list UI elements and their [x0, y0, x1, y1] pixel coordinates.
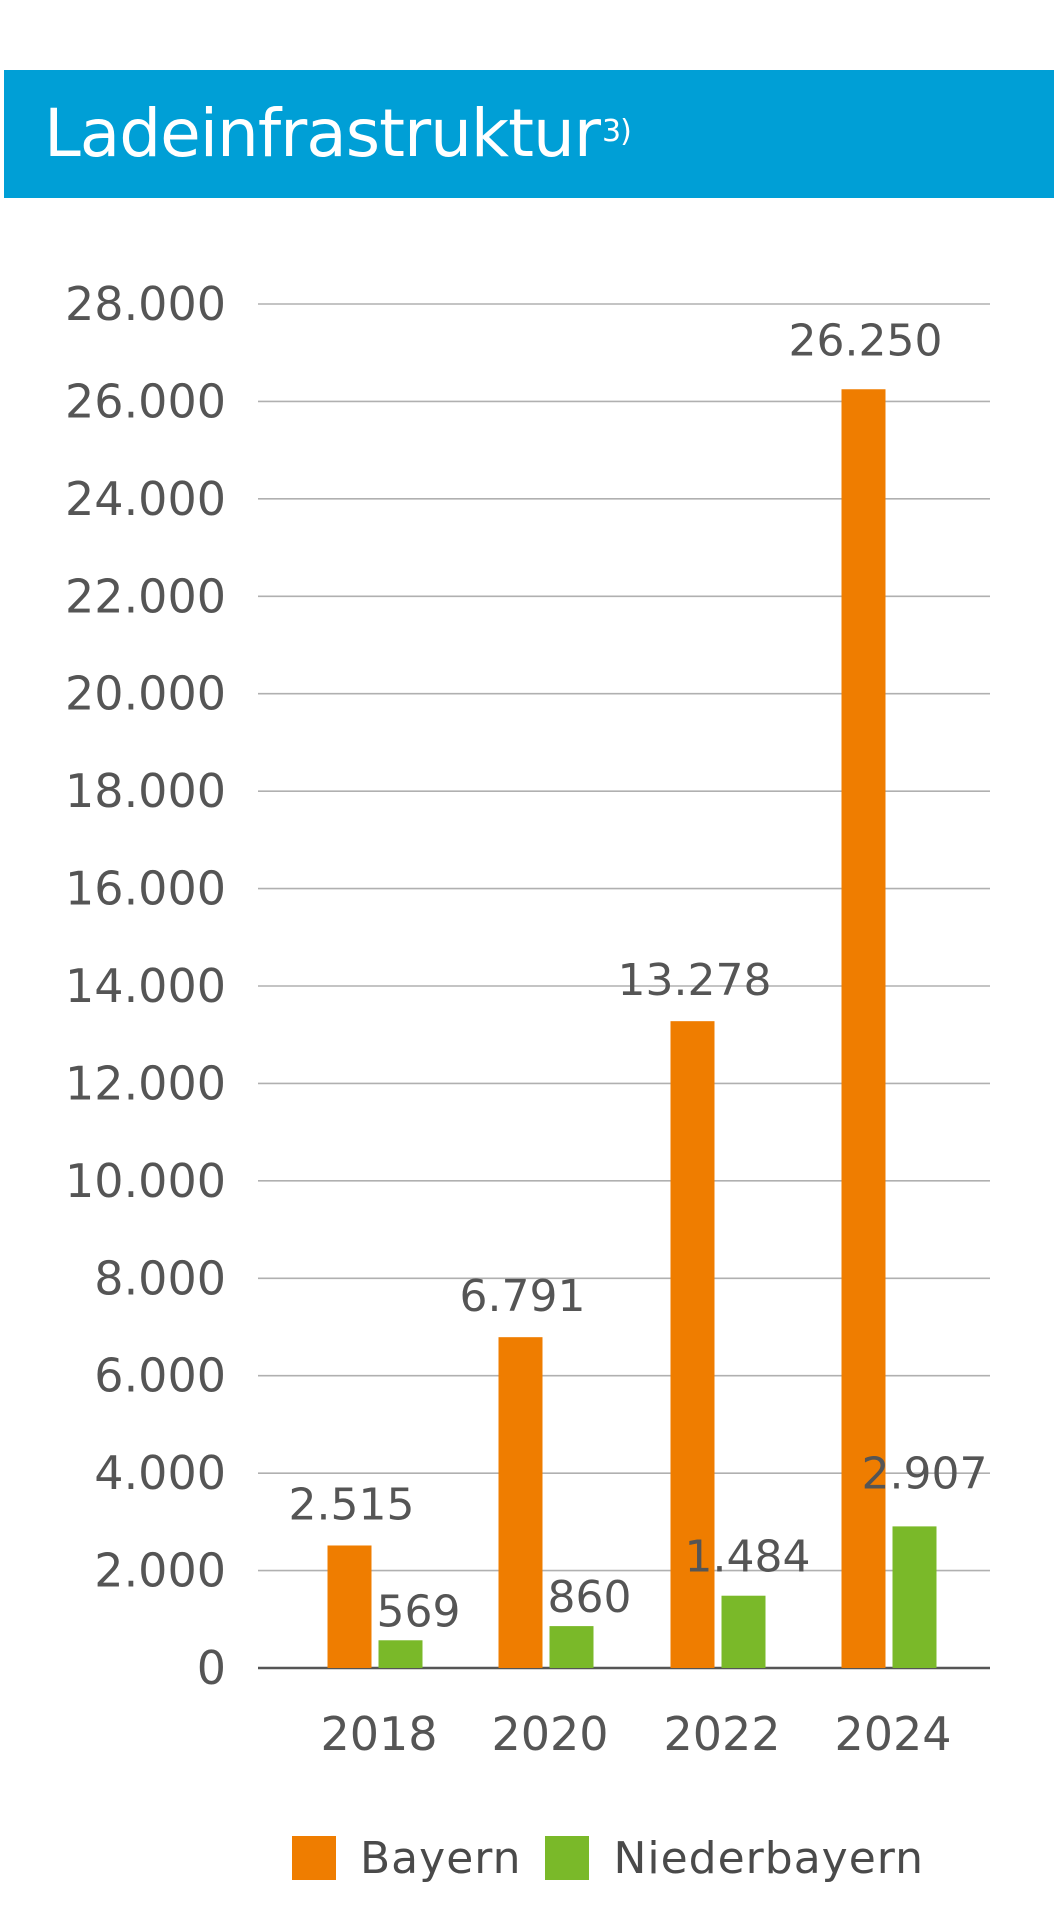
bar-bayern-2018	[327, 1545, 372, 1668]
legend-item-niederbayern: Niederbayern	[545, 1833, 924, 1884]
x-tick-label-2024: 2024	[834, 1707, 951, 1761]
data-label-niederbayern-2020: 860	[548, 1572, 632, 1623]
bar-bayern-2020	[498, 1337, 543, 1668]
legend-item-bayern: Bayern	[292, 1833, 521, 1884]
y-tick-label: 20.000	[65, 667, 226, 721]
x-tick-label-2020: 2020	[491, 1707, 608, 1761]
bar-niederbayern-2024	[892, 1526, 937, 1668]
data-label-niederbayern-2024: 2.907	[862, 1448, 988, 1499]
x-tick-label-2018: 2018	[320, 1707, 437, 1761]
y-tick-label: 22.000	[65, 569, 226, 623]
x-tick-label-2022: 2022	[663, 1707, 780, 1761]
bar-niederbayern-2020	[549, 1626, 594, 1668]
header-banner: Ladeinfrastruktur3)	[4, 70, 1054, 198]
title-footnote: 3)	[602, 114, 632, 149]
chart-title: Ladeinfrastruktur3)	[44, 95, 632, 172]
legend: Bayern Niederbayern	[292, 1832, 948, 1884]
y-tick-label: 24.000	[65, 472, 226, 526]
bars	[327, 389, 937, 1668]
bar-bayern-2024	[841, 389, 886, 1668]
bar-niederbayern-2022	[721, 1595, 766, 1668]
y-tick-label: 6.000	[94, 1349, 226, 1403]
data-label-niederbayern-2022: 1.484	[685, 1532, 811, 1583]
y-tick-label: 4.000	[94, 1446, 226, 1500]
y-tick-label: 18.000	[65, 764, 226, 818]
y-axis-ticks: 0 2.000 4.000 6.000 8.000 10.000 12.000 14.000 1…	[65, 277, 226, 1695]
bar-niederbayern-2018	[378, 1640, 423, 1668]
x-axis-ticks: 2018 2020 2022 2024	[320, 1707, 951, 1761]
y-tick-label: 0	[197, 1641, 226, 1695]
y-tick-label: 16.000	[65, 862, 226, 916]
legend-label-niederbayern: Niederbayern	[613, 1832, 924, 1884]
legend-swatch-niederbayern	[545, 1836, 590, 1880]
data-label-niederbayern-2018: 569	[377, 1586, 461, 1637]
y-tick-label: 26.000	[65, 374, 226, 428]
data-label-bayern-2022: 13.278	[618, 955, 772, 1006]
chart-title-text: Ladeinfrastruktur	[44, 95, 601, 172]
y-tick-label: 12.000	[65, 1056, 226, 1110]
data-labels: 2.515 569 6.791 860 13.278 1.484 26.250 2.907	[289, 315, 988, 1637]
bar-bayern-2022	[670, 1021, 715, 1668]
y-tick-label: 14.000	[65, 959, 226, 1013]
data-label-bayern-2024: 26.250	[789, 315, 943, 366]
data-label-bayern-2018: 2.515	[289, 1479, 415, 1530]
legend-swatch-bayern	[292, 1836, 336, 1880]
y-tick-label: 8.000	[94, 1251, 226, 1305]
data-label-bayern-2020: 6.791	[460, 1271, 586, 1322]
y-tick-label: 10.000	[65, 1154, 226, 1208]
y-tick-label: 2.000	[94, 1544, 226, 1598]
y-tick-label: 28.000	[65, 277, 226, 331]
legend-label-bayern: Bayern	[360, 1832, 522, 1884]
